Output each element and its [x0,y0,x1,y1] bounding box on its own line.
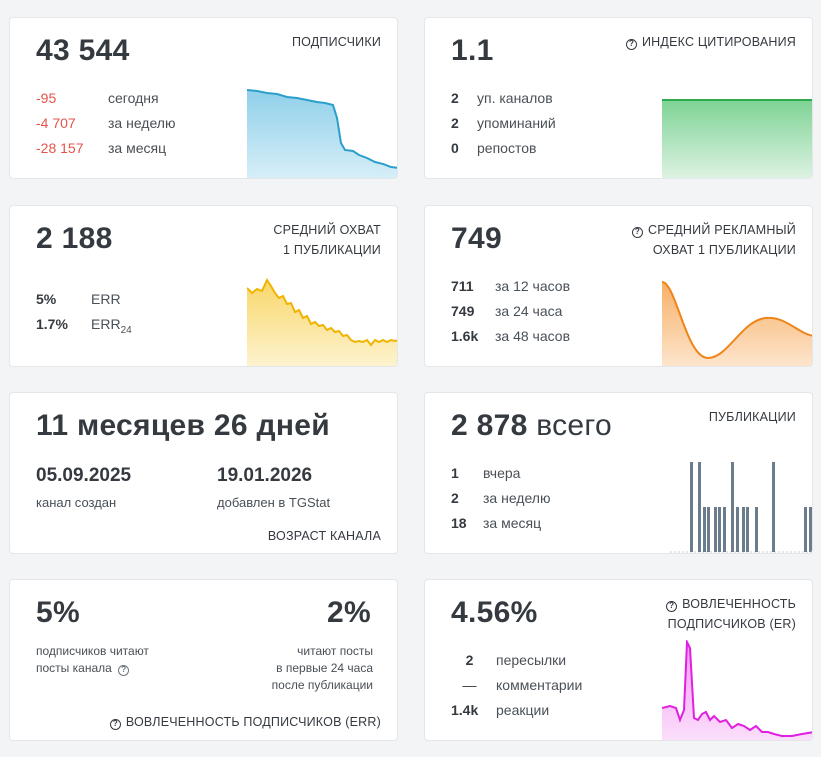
reach-label: СРЕДНИЙ ОХВАТ 1 ПУБЛИКАЦИИ [273,223,381,257]
citation-index-value: 1.1 [451,34,494,67]
stat-row: 1.7% ERR24 [36,316,132,336]
subscribers-label: ПОДПИСЧИКИ [291,35,381,49]
subscribers-count: 43 544 [36,34,130,67]
err-right-value: 2% [327,596,371,629]
stat-row: 1.6k за 48 часов [451,328,571,344]
publications-label: ПУБЛИКАЦИИ [708,410,796,424]
question-circle-icon[interactable]: ? [626,39,637,50]
stat-row: -28 157 за месяц [36,140,167,156]
channel-age-value: 11 месяцев 26 дней [36,409,331,442]
stat-row: 749 за 24 часа [451,303,563,319]
err-label: ? ВОВЛЕЧЕННОСТЬ ПОДПИСЧИКОВ (ERR) [109,715,381,730]
er-sparkline[interactable] [662,640,813,741]
stat-row: 5% ERR [36,291,121,307]
err-card[interactable]: 5% подписчиков читают посты канала ? 2% … [9,579,398,741]
subscribers-stats: -95 сегодня -4 707 за неделю -28 157 за мес… [36,86,175,161]
err-left-value: 5% [36,596,80,629]
er-stats: 2 пересылки — комментарии 1.4k реакции [451,648,582,723]
publications-card[interactable]: 2 878 всего ПУБЛИКАЦИИ 1 вчера 2 за неделю… [424,392,813,554]
er-value: 4.56% [451,596,538,629]
citation-label: ? ИНДЕКС ЦИТИРОВАНИЯ [626,32,796,52]
added-label: добавлен в TGStat [217,495,331,510]
publications-value: 2 878 всего [451,409,612,442]
stat-row: 1.4k реакции [451,702,550,718]
ad-reach-stats: 711 за 12 часов 749 за 24 часа 1.6k за 48 ч… [451,274,570,349]
reach-card[interactable]: 2 188 СРЕДНИЙ ОХВАТ 1 ПУБЛИКАЦИИ 5% ERR 1… [9,205,398,367]
reach-sparkline[interactable] [247,276,398,367]
channel-age-card[interactable]: 11 месяцев 26 дней 05.09.2025 канал созд… [9,392,398,554]
publications-stats: 1 вчера 2 за неделю 18 за месяц [451,461,550,536]
question-circle-icon[interactable]: ? [666,601,678,612]
subscribers-sparkline[interactable] [247,88,398,179]
stat-row: -95 сегодня [36,90,159,106]
channel-age-label: ВОЗРАСТ КАНАЛА [267,529,381,543]
stat-row: 2 уп. каналов [451,90,553,106]
created-label: канал создан [36,495,117,510]
err-right-description: читают посты в первые 24 часа после публ… [271,644,373,692]
stat-row: -4 707 за неделю [36,115,176,131]
citation-stats: 2 уп. каналов 2 упоминаний 0 репостов [451,86,556,161]
citation-card[interactable]: 1.1 ? ИНДЕКС ЦИТИРОВАНИЯ 2 уп. каналов 2 уп… [424,17,813,179]
stat-row: 2 пересылки [465,652,567,668]
added-date: 19.01.2026 [217,465,313,486]
question-circle-icon[interactable]: ? [118,665,130,676]
reach-stats: 5% ERR 1.7% ERR24 [36,287,132,337]
stat-row: 2 упоминаний [451,115,556,131]
created-date: 05.09.2025 [36,465,132,486]
publications-bar-chart[interactable] [670,459,813,554]
stat-row: 18 за месяц [451,515,542,531]
subscribers-card[interactable]: 43 544 ПОДПИСЧИКИ -95 сегодня -4 707 за не… [9,17,398,179]
citation-sparkline[interactable] [662,98,813,179]
ad-reach-card[interactable]: 749 ? СРЕДНИЙ РЕКЛАМНЫЙ ОХВАТ 1 ПУБЛИКАЦИ… [424,205,813,367]
stat-row: 2 за неделю [451,490,551,506]
stat-row: 711 за 12 часов [451,278,571,294]
er-label: ? ВОВЛЕЧЕННОСТЬ ПОДПИСЧИКОВ (ER) [666,597,796,631]
stat-row: 1 вчера [451,465,521,481]
ad-reach-label: ? СРЕДНИЙ РЕКЛАМНЫЙ ОХВАТ 1 ПУБЛИКАЦИИ [631,220,796,260]
question-circle-icon[interactable]: ? [109,719,121,730]
ad-reach-sparkline[interactable] [662,276,813,367]
stat-row: — комментарии [462,677,583,693]
ad-reach-value: 749 [451,222,502,255]
stat-row: 0 репостов [451,140,537,156]
reach-value: 2 188 [36,222,113,255]
err-left-description: подписчиков читают посты канала ? [36,644,149,676]
question-circle-icon[interactable]: ? [631,227,643,238]
